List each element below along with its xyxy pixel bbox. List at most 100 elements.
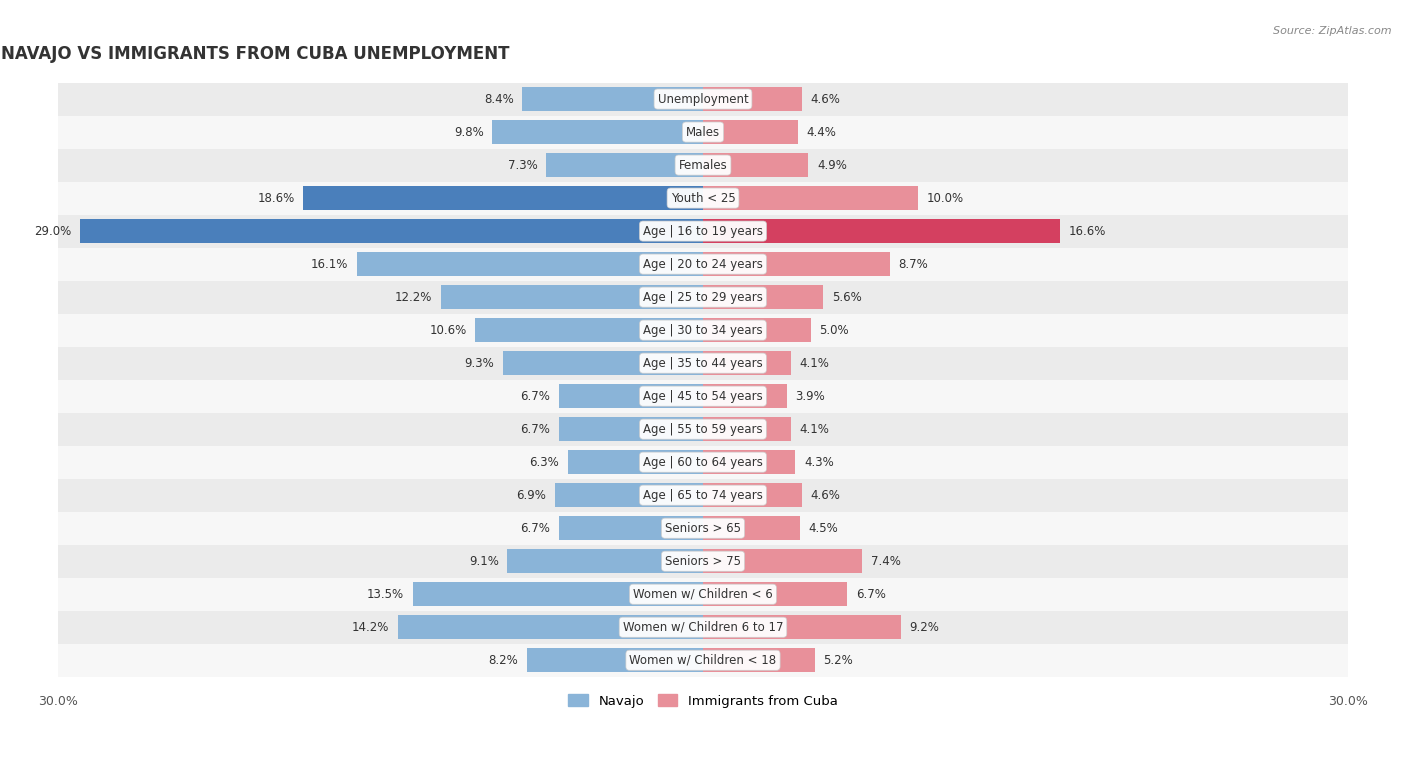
- Text: 9.1%: 9.1%: [468, 555, 499, 568]
- Text: 9.8%: 9.8%: [454, 126, 484, 139]
- Text: Age | 35 to 44 years: Age | 35 to 44 years: [643, 357, 763, 369]
- Bar: [492, 120, 703, 144]
- Bar: [560, 417, 703, 441]
- Bar: [523, 87, 703, 111]
- Bar: [398, 615, 703, 639]
- Bar: [703, 351, 792, 375]
- Text: Source: ZipAtlas.com: Source: ZipAtlas.com: [1274, 26, 1392, 36]
- Bar: [703, 450, 796, 474]
- Text: 4.1%: 4.1%: [800, 422, 830, 436]
- Text: 3.9%: 3.9%: [796, 390, 825, 403]
- Text: 4.5%: 4.5%: [808, 522, 838, 534]
- Bar: [413, 582, 703, 606]
- Text: 16.6%: 16.6%: [1069, 225, 1107, 238]
- Text: 18.6%: 18.6%: [257, 192, 294, 204]
- Bar: [703, 417, 792, 441]
- Bar: [703, 318, 810, 342]
- Text: Unemployment: Unemployment: [658, 92, 748, 105]
- Bar: [58, 380, 1348, 413]
- Text: 14.2%: 14.2%: [352, 621, 389, 634]
- Text: Women w/ Children < 18: Women w/ Children < 18: [630, 654, 776, 667]
- Text: 7.4%: 7.4%: [870, 555, 901, 568]
- Text: 12.2%: 12.2%: [395, 291, 432, 304]
- Text: 8.7%: 8.7%: [898, 257, 928, 270]
- Bar: [508, 550, 703, 573]
- Bar: [703, 87, 801, 111]
- Bar: [546, 153, 703, 177]
- Text: Seniors > 65: Seniors > 65: [665, 522, 741, 534]
- Bar: [58, 478, 1348, 512]
- Text: 7.3%: 7.3%: [508, 158, 537, 172]
- Text: 4.3%: 4.3%: [804, 456, 834, 469]
- Text: 9.2%: 9.2%: [910, 621, 939, 634]
- Bar: [703, 153, 808, 177]
- Text: 9.3%: 9.3%: [465, 357, 495, 369]
- Bar: [58, 214, 1348, 248]
- Text: 6.9%: 6.9%: [516, 489, 546, 502]
- Bar: [703, 648, 815, 672]
- Text: 29.0%: 29.0%: [34, 225, 70, 238]
- Text: 6.7%: 6.7%: [520, 522, 550, 534]
- Bar: [80, 220, 703, 243]
- Text: 10.6%: 10.6%: [429, 324, 467, 337]
- Bar: [58, 313, 1348, 347]
- Text: Women w/ Children < 6: Women w/ Children < 6: [633, 587, 773, 601]
- Bar: [440, 285, 703, 309]
- Text: Age | 60 to 64 years: Age | 60 to 64 years: [643, 456, 763, 469]
- Text: 5.2%: 5.2%: [824, 654, 853, 667]
- Bar: [58, 446, 1348, 478]
- Bar: [58, 347, 1348, 380]
- Text: Age | 45 to 54 years: Age | 45 to 54 years: [643, 390, 763, 403]
- Bar: [58, 182, 1348, 214]
- Bar: [703, 615, 901, 639]
- Text: 13.5%: 13.5%: [367, 587, 404, 601]
- Bar: [58, 83, 1348, 116]
- Bar: [58, 281, 1348, 313]
- Bar: [703, 220, 1060, 243]
- Legend: Navajo, Immigrants from Cuba: Navajo, Immigrants from Cuba: [562, 689, 844, 713]
- Text: Age | 65 to 74 years: Age | 65 to 74 years: [643, 489, 763, 502]
- Text: Females: Females: [679, 158, 727, 172]
- Bar: [568, 450, 703, 474]
- Bar: [703, 285, 824, 309]
- Text: Age | 20 to 24 years: Age | 20 to 24 years: [643, 257, 763, 270]
- Text: Age | 16 to 19 years: Age | 16 to 19 years: [643, 225, 763, 238]
- Bar: [560, 385, 703, 408]
- Bar: [703, 550, 862, 573]
- Text: Males: Males: [686, 126, 720, 139]
- Bar: [58, 148, 1348, 182]
- Bar: [560, 516, 703, 540]
- Text: 5.0%: 5.0%: [820, 324, 849, 337]
- Text: 4.9%: 4.9%: [817, 158, 846, 172]
- Text: 8.4%: 8.4%: [484, 92, 513, 105]
- Bar: [703, 483, 801, 507]
- Bar: [58, 643, 1348, 677]
- Text: 6.7%: 6.7%: [856, 587, 886, 601]
- Text: 6.7%: 6.7%: [520, 422, 550, 436]
- Bar: [304, 186, 703, 210]
- Bar: [703, 186, 918, 210]
- Text: 5.6%: 5.6%: [832, 291, 862, 304]
- Text: Age | 25 to 29 years: Age | 25 to 29 years: [643, 291, 763, 304]
- Bar: [58, 413, 1348, 446]
- Text: NAVAJO VS IMMIGRANTS FROM CUBA UNEMPLOYMENT: NAVAJO VS IMMIGRANTS FROM CUBA UNEMPLOYM…: [1, 45, 510, 64]
- Text: 4.4%: 4.4%: [806, 126, 837, 139]
- Bar: [503, 351, 703, 375]
- Text: 8.2%: 8.2%: [488, 654, 517, 667]
- Bar: [703, 252, 890, 276]
- Bar: [554, 483, 703, 507]
- Text: Women w/ Children 6 to 17: Women w/ Children 6 to 17: [623, 621, 783, 634]
- Bar: [703, 582, 846, 606]
- Bar: [703, 120, 797, 144]
- Text: 10.0%: 10.0%: [927, 192, 963, 204]
- Bar: [357, 252, 703, 276]
- Text: 4.6%: 4.6%: [810, 92, 841, 105]
- Bar: [58, 116, 1348, 148]
- Text: Age | 55 to 59 years: Age | 55 to 59 years: [643, 422, 763, 436]
- Text: 16.1%: 16.1%: [311, 257, 349, 270]
- Text: 4.1%: 4.1%: [800, 357, 830, 369]
- Bar: [58, 611, 1348, 643]
- Text: 6.3%: 6.3%: [529, 456, 560, 469]
- Bar: [703, 516, 800, 540]
- Bar: [527, 648, 703, 672]
